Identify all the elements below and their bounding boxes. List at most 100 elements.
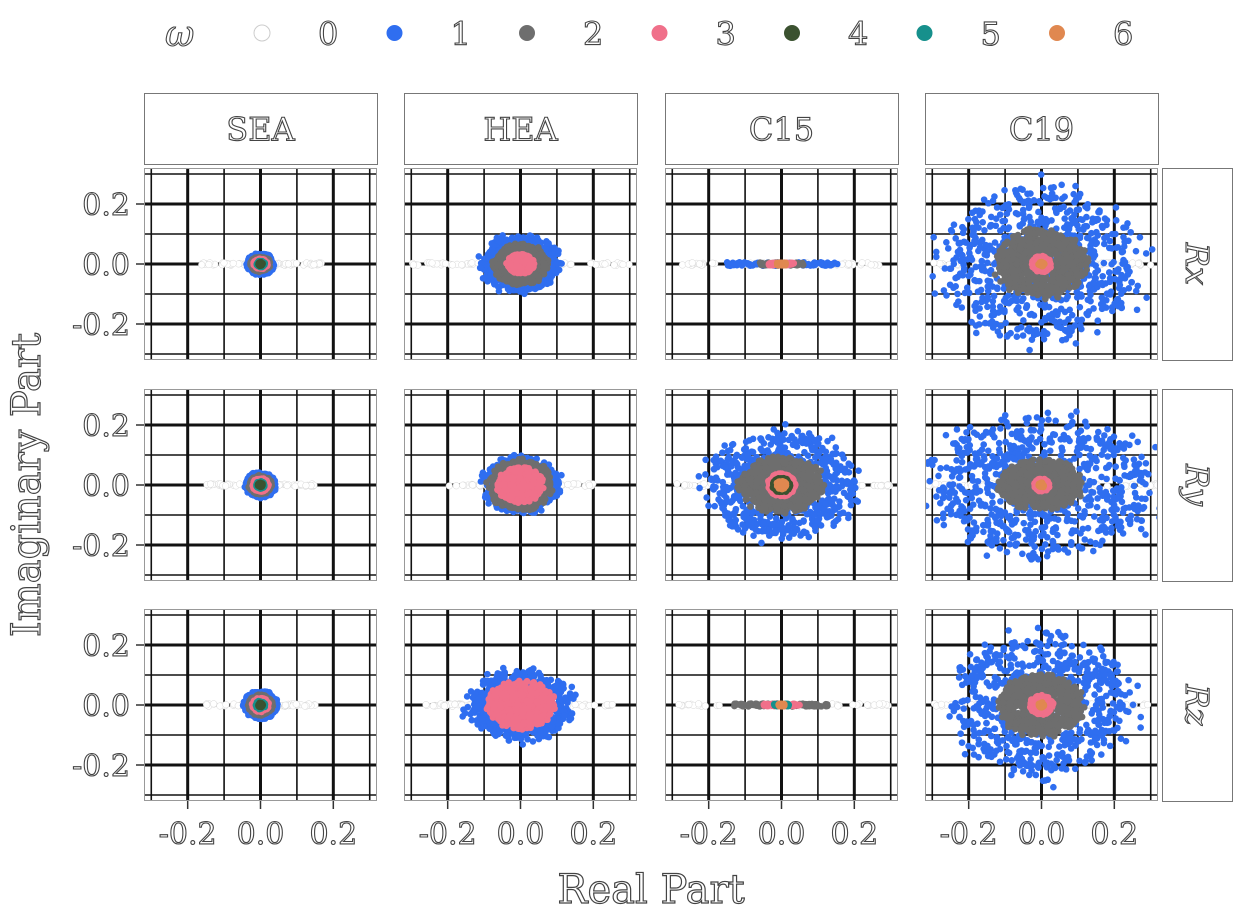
point [1002,319,1009,327]
point [1098,279,1106,287]
point [1100,302,1107,310]
point [519,240,527,248]
point [1084,296,1092,304]
point [499,232,506,239]
row-strip-Rx [1162,168,1233,361]
point [1026,346,1033,354]
point [535,277,542,285]
panel-C19-Rx [925,168,1158,360]
point [982,241,990,249]
point [493,234,501,242]
point [976,305,983,312]
point [1112,230,1119,238]
column-strip-label-SEA: SEA [226,111,295,149]
point [548,251,556,259]
column-strip-label-C19: C19 [1009,111,1074,149]
point-cloud-C19-Rx [929,171,1156,354]
point [985,199,992,207]
point [943,239,950,246]
point [967,254,975,261]
point [1001,186,1008,194]
column-strip-C19 [925,93,1159,165]
point [1073,294,1081,301]
point [1001,217,1009,225]
point [1102,296,1110,304]
point [989,297,997,305]
point [950,221,958,228]
point [495,287,503,295]
point [198,261,206,269]
legend-key-4 [784,25,800,41]
column-strip-label-C15: C15 [749,111,814,149]
point [1093,239,1101,247]
point [936,260,944,268]
point [521,290,528,298]
point [1057,324,1065,332]
point [1041,193,1048,200]
point [955,298,962,305]
point [1093,228,1100,236]
point [1133,306,1141,314]
point [292,259,300,267]
point [1120,233,1127,241]
point [1078,325,1085,333]
point [1058,181,1065,189]
point-cloud-SEA-Rx [198,250,325,279]
point [799,261,807,268]
point [947,226,955,234]
point [526,232,534,239]
point [984,259,991,267]
point [1082,222,1089,230]
point [1125,237,1132,245]
point [1061,193,1068,201]
point [817,260,824,267]
point [1112,217,1120,224]
point [954,248,962,256]
point [1035,198,1043,205]
point [503,270,510,278]
point [1017,324,1025,331]
point [975,207,983,214]
point [987,266,995,274]
point [993,284,1001,291]
point [858,259,866,267]
point [979,218,987,226]
point [1073,206,1081,214]
point [845,260,853,268]
point [476,264,484,272]
point [1026,213,1033,221]
point [1084,311,1091,319]
point-cloud-C15-Rx [678,258,883,270]
point [709,259,717,267]
point [981,267,989,275]
point [1108,245,1116,252]
point [984,277,992,285]
point [1036,219,1044,227]
point [1015,304,1022,311]
point [1014,210,1022,218]
point [867,261,875,269]
point [987,213,995,221]
point [1005,299,1013,307]
point [1114,302,1122,310]
point [969,231,977,238]
point [1128,279,1135,286]
point [610,261,618,269]
point [510,264,518,271]
point [973,218,980,226]
column-strip-SEA [144,93,378,165]
legend-key-1 [386,25,403,41]
point [1014,297,1021,305]
panel-SEA-Rx [144,168,377,360]
point [1052,308,1060,315]
point [746,261,754,268]
point [1119,248,1127,255]
point [940,287,948,294]
point [984,283,992,290]
point [1056,205,1064,213]
point [972,329,980,337]
point [976,243,984,251]
point [1038,319,1045,326]
point [981,319,989,327]
legend-key-2 [519,25,535,41]
